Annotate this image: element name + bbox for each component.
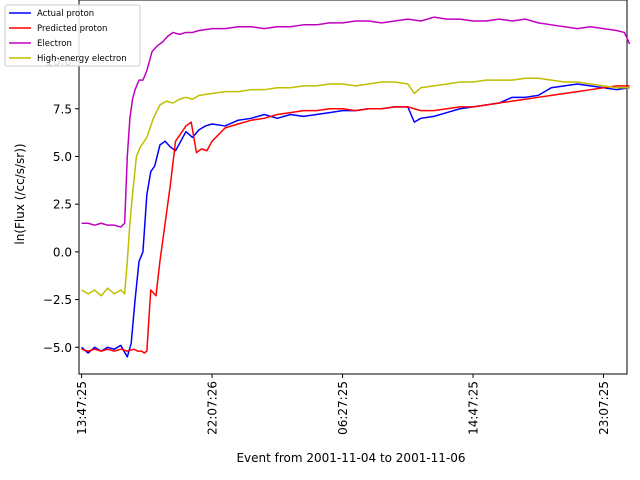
legend-label-predicted-proton: Predicted proton	[37, 24, 107, 34]
y-tick-label: 5.0	[53, 150, 72, 164]
y-tick-label: 2.5	[53, 198, 72, 212]
y-tick-label: 7.5	[53, 102, 72, 116]
series-line-predicted-proton	[81, 85, 630, 354]
legend-label-actual-proton: Actual proton	[37, 9, 94, 19]
series-layer	[81, 16, 631, 358]
x-tick-label: 22:07:26	[206, 381, 220, 435]
y-axis-label: ln(Flux (/cc/s/sr))	[13, 143, 27, 244]
x-axis-label: Event from 2001-11-04 to 2001-11-06	[236, 451, 465, 465]
y-tick-label: −2.5	[43, 293, 72, 307]
series-line-high-energy-electron	[81, 77, 630, 297]
series-line-electron	[81, 16, 631, 228]
x-tick-label: 13:47:25	[75, 381, 89, 435]
legend-label-high-energy-electron: High-energy electron	[37, 54, 127, 64]
y-tick-label: 0.0	[53, 245, 72, 259]
legend-box	[4, 4, 141, 67]
plot-area-frame	[78, 0, 628, 375]
legend-label-electron: Electron	[37, 39, 72, 49]
x-tick-label: 23:07:25	[597, 381, 611, 435]
x-tick-label: 14:47:25	[467, 381, 481, 435]
x-axis: 13:47:25 22:07:26 06:27:25 14:47:25 23:07:25	[75, 374, 611, 435]
legend: Actual proton Predicted proton Electron Hig…	[4, 4, 141, 67]
y-tick-label: −5.0	[43, 341, 72, 355]
x-tick-label: 06:27:25	[336, 381, 350, 435]
